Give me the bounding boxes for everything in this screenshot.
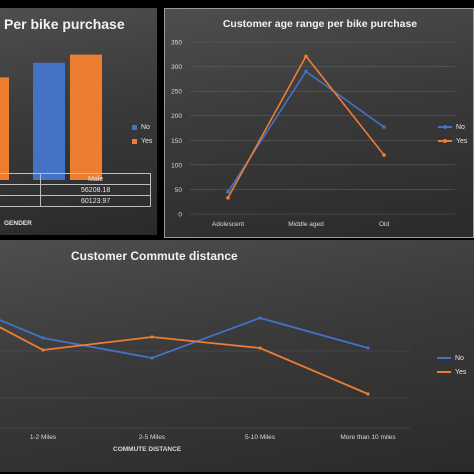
age-line-chart: 350 300 250 200 150 100 50 0 Adolescent Middle ag… bbox=[171, 40, 455, 228]
legend-swatch-no bbox=[132, 124, 137, 130]
income-bar-chart bbox=[0, 54, 102, 181]
legend-item-yes: Yes bbox=[438, 134, 467, 148]
series-line-yes bbox=[0, 326, 369, 395]
legend-item-yes: Yes bbox=[437, 365, 466, 379]
data-point-no bbox=[304, 69, 308, 74]
table-cell bbox=[0, 173, 42, 185]
commute-chart-title: Customer Commute distance bbox=[71, 249, 238, 263]
table-cell bbox=[0, 195, 42, 207]
x-tick-label: 2-5 Miles bbox=[139, 434, 166, 441]
table-cell: 60123.97 bbox=[40, 195, 151, 207]
income-axis-title: GENDER bbox=[4, 220, 32, 227]
bar-no-male bbox=[33, 62, 65, 181]
y-tick-label: 100 bbox=[171, 162, 182, 169]
income-legend: No Yes bbox=[132, 120, 152, 148]
series-line-yes bbox=[227, 54, 385, 199]
legend-swatch-yes bbox=[437, 371, 451, 373]
y-tick-label: 50 bbox=[175, 187, 183, 194]
legend-item-yes: Yes bbox=[132, 134, 152, 148]
data-point-yes bbox=[258, 346, 262, 350]
legend-swatch-no bbox=[438, 124, 452, 129]
data-point-yes bbox=[366, 392, 370, 396]
income-chart-panel: Per bike purchase No Yes Male 56208.18 6… bbox=[0, 8, 157, 235]
legend-item-no: No bbox=[132, 120, 152, 134]
legend-label-no: No bbox=[456, 123, 465, 131]
legend-item-no: No bbox=[437, 351, 466, 365]
x-tick-label: More than 10 miles bbox=[340, 434, 396, 441]
y-tick-label: 300 bbox=[171, 64, 182, 71]
data-point-yes bbox=[226, 195, 230, 200]
legend-label-no: No bbox=[455, 354, 464, 362]
table-cell bbox=[0, 184, 42, 196]
legend-label-no: No bbox=[141, 123, 150, 131]
y-tick-label: 150 bbox=[171, 138, 182, 145]
data-point-no bbox=[226, 190, 230, 194]
data-point-no bbox=[41, 336, 45, 340]
legend-swatch-no bbox=[437, 357, 451, 359]
x-tick-label: 5-10 Miles bbox=[245, 434, 276, 441]
x-tick-label: 1-2 Miles bbox=[30, 434, 57, 441]
table-cell: Male bbox=[40, 173, 151, 185]
data-point-yes bbox=[382, 153, 386, 157]
legend-item-no: No bbox=[438, 120, 467, 134]
y-tick-label: 200 bbox=[171, 113, 182, 120]
commute-legend: No Yes bbox=[437, 351, 466, 379]
legend-swatch-yes bbox=[438, 138, 452, 143]
x-tick-label: Old bbox=[379, 221, 390, 228]
legend-swatch-yes bbox=[132, 138, 137, 144]
legend-label-yes: Yes bbox=[456, 137, 468, 145]
x-tick-label: Middle aged bbox=[288, 221, 324, 228]
data-point-yes bbox=[304, 54, 308, 59]
table-row: 56208.18 bbox=[0, 184, 151, 196]
age-legend: No Yes bbox=[438, 120, 467, 148]
bar-yes-female bbox=[0, 77, 9, 180]
data-point-yes bbox=[150, 335, 154, 339]
income-chart-title: Per bike purchase bbox=[4, 16, 125, 32]
commute-line-chart: 1-2 Miles 2-5 Miles 5-10 Miles More than 10… bbox=[0, 316, 410, 441]
table-header-row: Male bbox=[0, 173, 151, 185]
bar-yes-male bbox=[70, 54, 102, 181]
x-tick-label: Adolescent bbox=[212, 221, 244, 228]
commute-x-axis-title: COMMUTE DISTANCE bbox=[113, 446, 182, 453]
table-cell: 56208.18 bbox=[40, 184, 151, 196]
age-chart-title: Customer age range per bike purchase bbox=[222, 18, 418, 30]
table-row: 60123.97 bbox=[0, 195, 151, 207]
legend-label-yes: Yes bbox=[141, 137, 153, 145]
age-chart-panel: Customer age range per bike purchase 350… bbox=[164, 8, 474, 238]
income-data-table: Male 56208.18 60123.97 bbox=[0, 173, 151, 207]
y-tick-label: 0 bbox=[178, 212, 182, 219]
data-point-no bbox=[258, 316, 262, 320]
series-line-no bbox=[227, 70, 385, 193]
data-point-no bbox=[150, 356, 154, 360]
data-point-yes bbox=[41, 348, 45, 352]
legend-label-yes: Yes bbox=[455, 368, 467, 376]
commute-chart-panel: Customer Commute distance 1-2 Miles 2-5 M… bbox=[0, 240, 474, 472]
y-tick-label: 350 bbox=[171, 40, 182, 47]
y-tick-label: 250 bbox=[171, 89, 182, 96]
data-point-no bbox=[366, 346, 370, 350]
data-point-no bbox=[382, 125, 386, 129]
